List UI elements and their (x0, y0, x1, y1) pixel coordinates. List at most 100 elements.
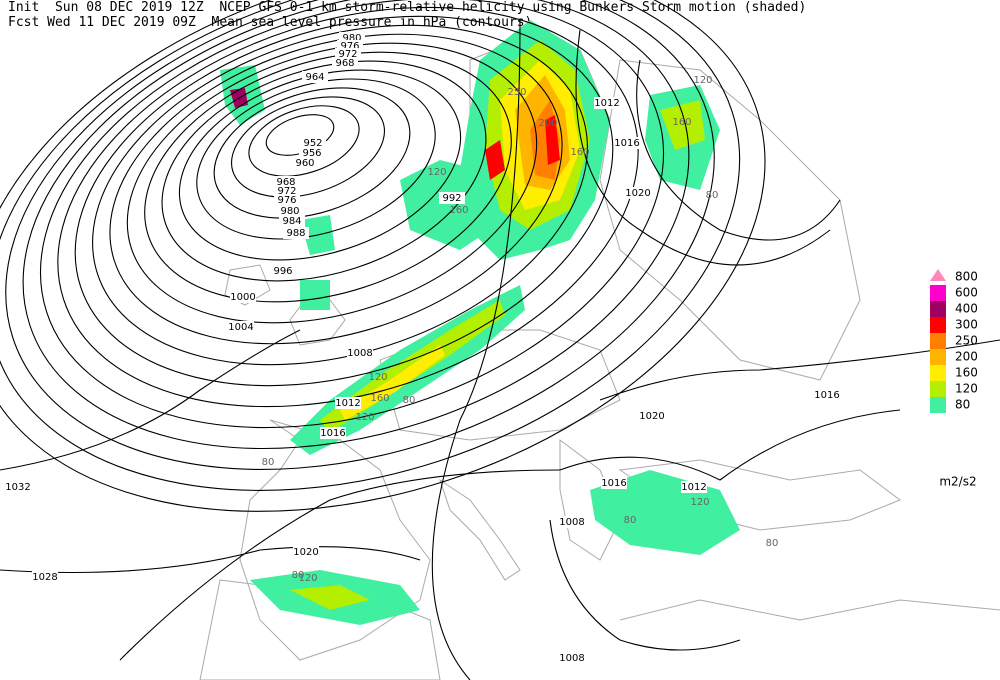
legend-label: 120 (955, 382, 978, 396)
shading-label: 80 (766, 538, 779, 549)
label-bg (299, 147, 325, 159)
contour-label: 1016 (614, 138, 639, 149)
label-bg (439, 192, 465, 204)
contour-label: 980 (280, 206, 299, 217)
shading-label: 120 (690, 497, 709, 508)
legend-label: 200 (955, 350, 978, 364)
contour-label: 968 (335, 58, 354, 69)
contour-label: 1020 (293, 547, 318, 558)
contour-label: 1000 (230, 292, 255, 303)
contour-label: 980 (342, 33, 361, 44)
label-bg (228, 321, 254, 333)
label-bg (279, 215, 305, 227)
label-bg (302, 71, 328, 83)
isobar (0, 0, 766, 512)
isobar (0, 0, 741, 491)
legend-label: 160 (955, 366, 978, 380)
label-bg (292, 157, 318, 169)
label-bg (559, 652, 585, 664)
contour-label: 1032 (5, 482, 30, 493)
shading-label: 120 (693, 75, 712, 86)
shading-label: 120 (355, 412, 374, 423)
legend-unit: m2/s2 (939, 475, 976, 489)
header-line: Init Sun 08 DEC 2019 12Z NCEP GFS 0-1 km… (8, 0, 807, 15)
legend: 800 600 400 300 250 200 160 120 80 (930, 269, 978, 413)
shading-label: 80 (624, 515, 637, 526)
legend-swatch (930, 317, 946, 333)
label-bg (320, 427, 346, 439)
label-bg (639, 410, 665, 422)
label-bg (300, 137, 326, 149)
label-bg (293, 546, 319, 558)
isobar (230, 96, 386, 198)
contour-label: 1008 (347, 348, 372, 359)
label-bg (681, 481, 707, 493)
shading-label: 80 (292, 570, 305, 581)
isobar (126, 42, 538, 324)
shading-label: 80 (403, 395, 416, 406)
contour-label: 972 (277, 186, 296, 197)
isobar (161, 60, 487, 282)
isobar (213, 87, 411, 219)
label-bg (814, 389, 840, 401)
contour-label: 1016 (601, 478, 626, 489)
isobar (248, 105, 360, 177)
contour-label: 1008 (559, 653, 584, 664)
contour-label: 976 (277, 195, 296, 206)
contour-label: 972 (338, 49, 357, 60)
shading-label: 250 (507, 87, 526, 98)
contour-label: 1004 (228, 322, 253, 333)
legend-swatch (930, 333, 946, 349)
label-bg (594, 97, 620, 109)
legend-label: 250 (955, 334, 978, 348)
label-bg (335, 397, 361, 409)
isobar (178, 69, 462, 261)
contour-label: 1016 (320, 428, 345, 439)
header-line: Fcst Wed 11 DEC 2019 09Z Mean sea level … (8, 15, 533, 30)
legend-label: 800 (955, 270, 978, 284)
shading-label: 80 (706, 190, 719, 201)
legend-swatch (930, 381, 946, 397)
isobar (5, 0, 715, 470)
isobar (57, 6, 639, 408)
label-bg (5, 481, 31, 493)
contour-label: 984 (282, 216, 301, 227)
isobar (196, 78, 436, 240)
contour-label: 1020 (625, 188, 650, 199)
contour-label: 960 (295, 158, 314, 169)
contour-label: 1012 (681, 482, 706, 493)
label-bg (32, 571, 58, 583)
helicity-shading (220, 20, 740, 625)
shading-label: 160 (449, 205, 468, 216)
label-bg (614, 137, 640, 149)
legend-swatch (930, 269, 946, 281)
contour-label: 952 (303, 138, 322, 149)
legend-swatch (930, 349, 946, 365)
shading-label: 80 (262, 457, 275, 468)
legend-swatch (930, 301, 946, 317)
contour-label: 1012 (594, 98, 619, 109)
isobar (144, 51, 512, 303)
legend-swatch (930, 365, 946, 381)
isobar (22, 0, 690, 450)
label-bg (274, 194, 300, 206)
contour-label: 1008 (559, 517, 584, 528)
legend-label: 80 (955, 398, 970, 412)
contour-label: 968 (276, 177, 295, 188)
label-bg (332, 57, 358, 69)
isobar (92, 24, 588, 366)
contour-label: 988 (286, 228, 305, 239)
label-bg (625, 187, 651, 199)
contour-label: 1016 (814, 390, 839, 401)
shading-label: 160 (370, 393, 389, 404)
contour-label: 1012 (335, 398, 360, 409)
contour-label: 1020 (639, 411, 664, 422)
shading-label: 160 (570, 147, 589, 158)
shading-label: 160 (672, 117, 691, 128)
contour-label: 956 (302, 148, 321, 159)
label-bg (347, 347, 373, 359)
isobar (39, 0, 665, 429)
shading-label: 120 (427, 167, 446, 178)
